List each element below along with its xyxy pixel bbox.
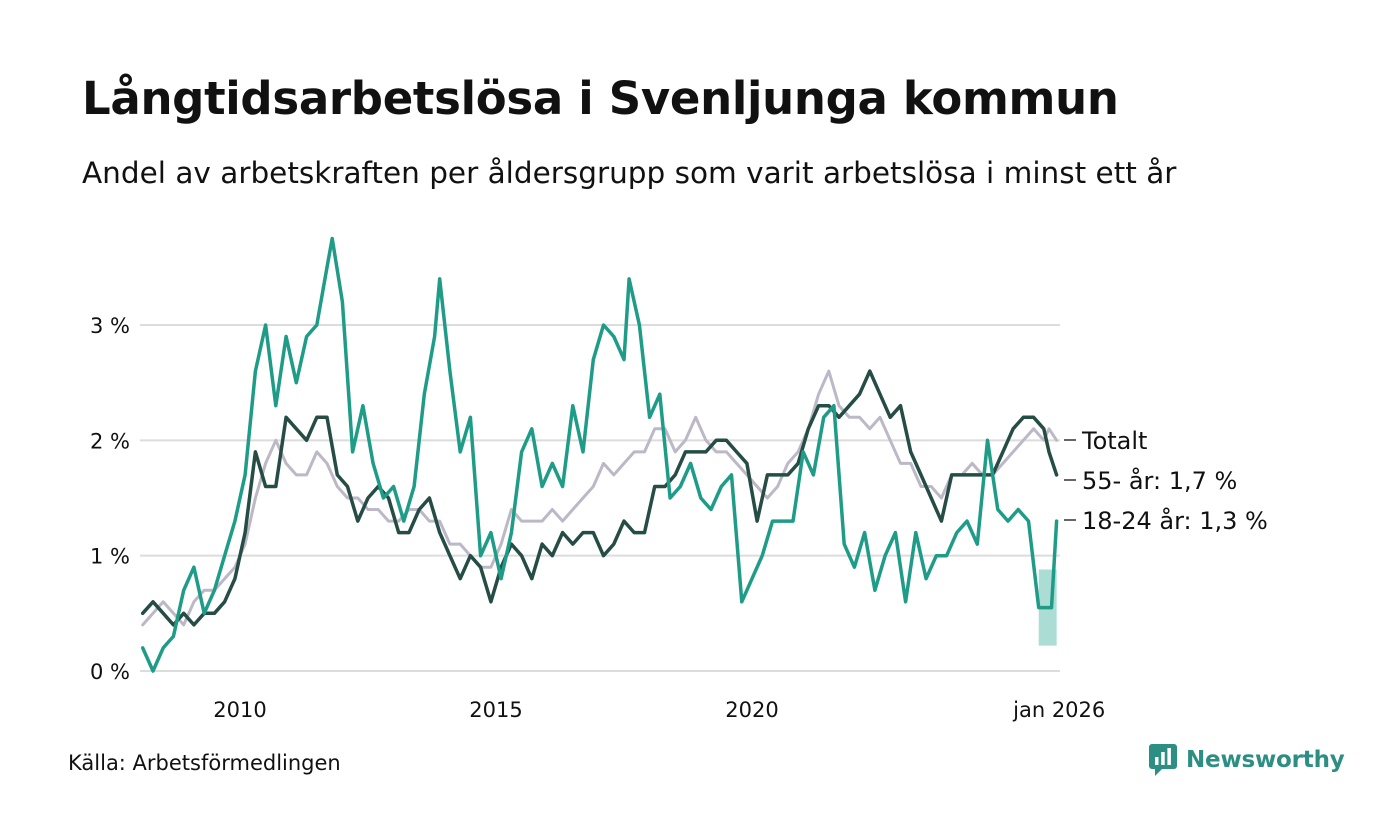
end-label: 18-24 år: 1,3 % xyxy=(1082,506,1268,535)
y-tick-label: 3 % xyxy=(90,314,130,338)
x-axis-ticks: 2010 2015 2020 jan 2026 xyxy=(213,698,1105,722)
series-lines xyxy=(140,236,1059,673)
chart-subtitle: Andel av arbetskraften per åldersgrupp s… xyxy=(82,156,1177,190)
x-tick-label: 2020 xyxy=(725,698,778,722)
brand-name: Newsworthy xyxy=(1186,747,1345,773)
end-label: Totalt xyxy=(1081,427,1147,455)
y-tick-label: 1 % xyxy=(90,545,130,569)
y-tick-label: 0 % xyxy=(90,660,130,684)
chart-title: Långtidsarbetslösa i Svenljunga kommun xyxy=(82,72,1119,125)
x-tick-label: 2015 xyxy=(469,698,522,722)
series-line-2 xyxy=(140,369,1059,627)
line-chart: 0 % 1 % 2 % 3 % 2010 2015 2020 jan 2026 Totalt… xyxy=(90,236,1268,722)
newsworthy-logo-icon xyxy=(1149,744,1177,776)
y-tick-label: 2 % xyxy=(90,429,130,453)
y-axis-ticks: 0 % 1 % 2 % 3 % xyxy=(90,314,130,684)
source-note: Källa: Arbetsförmedlingen xyxy=(68,751,341,775)
end-label: 55- år: 1,7 % xyxy=(1082,466,1237,495)
series-line-1 xyxy=(141,369,1059,627)
x-tick-label: jan 2026 xyxy=(1012,698,1105,722)
x-tick-label: 2010 xyxy=(213,698,266,722)
series-line-3 xyxy=(140,236,1059,673)
grid-lines xyxy=(140,324,1060,672)
end-labels: Totalt 55- år: 1,7 % 18-24 år: 1,3 % xyxy=(1064,427,1268,535)
newsworthy-logo: Newsworthy xyxy=(1148,743,1345,777)
